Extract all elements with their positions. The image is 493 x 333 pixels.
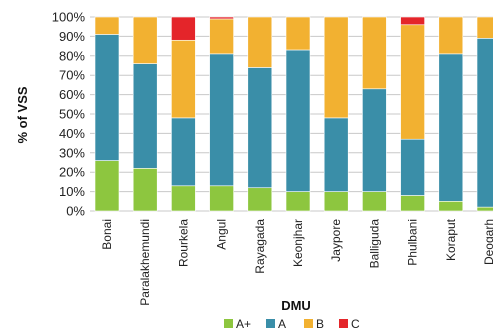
bar-segment — [400, 16, 425, 26]
bar-segment — [476, 206, 493, 212]
x-category-label: Rourkela — [176, 219, 190, 267]
y-tick-label: 20% — [59, 165, 85, 180]
y-tick-label: 70% — [59, 68, 85, 83]
y-tick-label: 10% — [59, 184, 85, 199]
bar-segment — [362, 191, 387, 212]
bar-segment — [362, 88, 387, 192]
bar-segment — [285, 49, 311, 192]
bar-segment — [323, 117, 349, 192]
x-category-label: Koraput — [444, 218, 458, 261]
bar-segment — [362, 16, 387, 90]
legend-label: A+ — [236, 317, 251, 331]
x-category-label: Angul — [215, 219, 229, 250]
x-category-label: Jaypore — [329, 219, 343, 262]
legend: A+ A B C — [224, 317, 360, 331]
bar-segment — [247, 67, 273, 189]
y-tick-label: 60% — [59, 87, 85, 102]
y-tick-label: 0% — [66, 204, 85, 219]
bar-segment — [323, 191, 349, 212]
bar-segment — [94, 16, 120, 35]
bar-segment — [323, 16, 349, 119]
bar-segment — [400, 138, 425, 196]
bar-segment — [438, 16, 464, 55]
x-category-label: Paralakhemundi — [138, 219, 152, 306]
y-tick-label: 50% — [59, 107, 85, 122]
bar-segment — [285, 191, 311, 212]
bar-segment — [209, 18, 234, 55]
bar-segment — [171, 16, 196, 41]
legend-label: A — [278, 317, 286, 331]
x-category-label: Deogarh — [482, 219, 493, 265]
bar-segment — [438, 201, 464, 212]
y-axis-title: % of VSS — [15, 86, 30, 143]
y-tick-label: 100% — [52, 10, 86, 25]
x-category-label: Rayagada — [253, 219, 267, 274]
legend-swatch — [266, 319, 275, 328]
y-tick-label: 80% — [59, 48, 85, 63]
x-category-label: Phulbani — [406, 219, 420, 266]
x-category-label: Keonjhar — [291, 219, 305, 267]
bar-segment — [285, 16, 311, 51]
bar-segment — [209, 185, 234, 212]
legend-swatch — [224, 319, 233, 328]
bar-segment — [94, 160, 120, 212]
bar-segment — [400, 195, 425, 212]
y-tick-label: 30% — [59, 145, 85, 160]
bar-segment — [132, 16, 158, 64]
x-category-label: Bonai — [100, 219, 114, 250]
bar-segment — [132, 168, 158, 212]
y-tick-label: 90% — [59, 29, 85, 44]
y-axis-ticks: 0% 10% 20% 30% 40% 50% 60% 70% 80% 90% 100% — [52, 10, 86, 219]
bar-segment — [209, 16, 234, 20]
x-category-label: Balliguda — [367, 219, 381, 269]
bar-segment — [247, 16, 273, 68]
legend-label: B — [316, 317, 324, 331]
legend-swatch — [339, 319, 348, 328]
bar-segment — [247, 187, 273, 212]
bar-segment — [438, 53, 464, 202]
bars — [94, 16, 493, 212]
bar-segment — [171, 185, 196, 212]
bar-segment — [476, 38, 493, 208]
x-axis-title: DMU — [281, 298, 311, 313]
bar-segment — [94, 34, 120, 161]
bar-segment — [171, 39, 196, 119]
bar-segment — [476, 16, 493, 39]
legend-label: C — [351, 317, 360, 331]
y-tick-label: 40% — [59, 126, 85, 141]
bar-segment — [400, 24, 425, 140]
x-axis-categories: Bonai Paralakhemundi Rourkela Angul Rayagada… — [100, 218, 493, 305]
bar-segment — [132, 63, 158, 169]
bar-segment — [171, 117, 196, 187]
bar-segment — [209, 53, 234, 187]
legend-swatch — [304, 319, 313, 328]
